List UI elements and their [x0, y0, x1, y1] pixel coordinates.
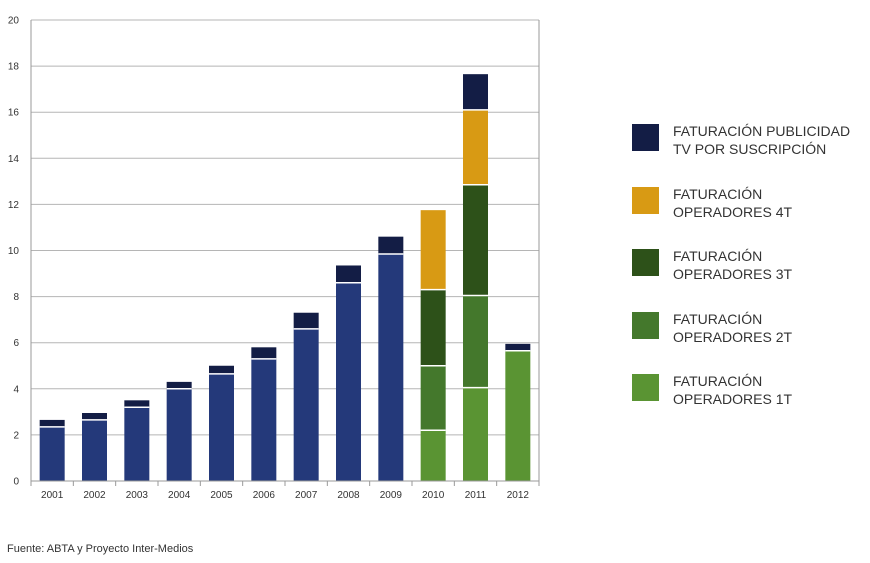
bar-segment-op4t [463, 109, 488, 185]
bar-segment-publicidad [293, 312, 319, 329]
bar-segment-op3t [420, 289, 446, 366]
bar-segment-op1t [463, 387, 488, 481]
bar-stack-2007 [293, 312, 319, 481]
legend-swatch-op2t [632, 311, 659, 339]
bar-segment-publicidad [463, 74, 488, 110]
bar-segment-base [82, 419, 107, 481]
x-tick-label: 2008 [337, 490, 360, 501]
bar-segment-publicidad [209, 365, 234, 374]
bar-stack-2009 [378, 236, 404, 481]
legend-label-op3t: FATURACIÓN OPERADORES 3T [673, 248, 793, 282]
bar-segment-base [378, 253, 404, 481]
legend-label-publicidad: FATURACIÓN PUBLICIDAD TV POR SUSCRIPCIÓN [673, 123, 851, 157]
y-tick-label: 10 [8, 246, 20, 257]
x-tick-label: 2006 [253, 490, 276, 501]
legend-item-op4t: FATURACIÓN OPERADORES 4T [632, 185, 862, 235]
bar-segment-publicidad [336, 265, 361, 283]
legend: FATURACIÓN PUBLICIDAD TV POR SUSCRIPCIÓN… [632, 122, 862, 435]
x-tick-label: 2004 [168, 490, 191, 501]
legend-item-op3t: FATURACIÓN OPERADORES 3T [632, 247, 862, 297]
y-tick-label: 18 [8, 62, 20, 73]
bar-segment-op4t [420, 210, 446, 290]
y-tick-label: 8 [13, 292, 19, 303]
bar-segment-publicidad [251, 347, 277, 359]
legend-label-op1t: FATURACIÓN OPERADORES 1T [673, 373, 793, 407]
bar-stack-2008 [336, 265, 361, 481]
bar-stack-2004 [166, 381, 192, 481]
y-tick-label: 6 [13, 338, 19, 349]
x-tick-label: 2002 [83, 490, 106, 501]
bar-segment-publicidad [82, 413, 107, 420]
bar-segment-publicidad [505, 343, 531, 351]
bar-segment-base [293, 328, 319, 481]
bar-stack-2006 [251, 347, 277, 481]
legend-swatch-op1t [632, 374, 659, 401]
bar-segment-publicidad [378, 236, 404, 254]
bar-stack-2011 [463, 74, 488, 481]
axes: 0 2 4 6 8 10 12 14 16 18 20 2001 2002 2003 2004 2005 200… [8, 16, 540, 501]
bars [39, 74, 531, 481]
x-tick-label: 2010 [422, 490, 445, 501]
source-note: Fuente: ABTA y Proyecto Inter-Medios [7, 543, 194, 555]
legend-swatch-op4t [632, 186, 659, 214]
x-tick-label: 2007 [295, 490, 318, 501]
legend-item-publicidad: FATURACIÓN PUBLICIDAD TV POR SUSCRIPCIÓN [632, 122, 862, 172]
y-tick-label: 12 [8, 200, 20, 211]
bar-stack-2003 [124, 400, 150, 481]
y-tick-label: 14 [8, 154, 20, 165]
y-tick-label: 4 [13, 384, 19, 395]
bar-stack-2005 [209, 365, 234, 481]
bar-segment-publicidad [39, 419, 65, 427]
x-tick-label: 2005 [210, 490, 233, 501]
y-tick-label: 0 [13, 477, 19, 488]
bar-stack-2002 [82, 413, 107, 481]
bar-segment-op1t [420, 430, 446, 481]
bar-segment-op2t [463, 295, 488, 388]
bar-segment-op3t [463, 184, 488, 296]
bar-segment-op1t [505, 350, 531, 481]
legend-label-op4t: FATURACIÓN OPERADORES 4T [673, 185, 793, 220]
legend-swatch-op3t [632, 249, 659, 276]
bar-stack-2001 [39, 419, 65, 481]
bar-segment-publicidad [166, 381, 192, 389]
grid [31, 19, 539, 482]
legend-item-op1t: FATURACIÓN OPERADORES 1T [632, 372, 862, 422]
bar-segment-base [251, 358, 277, 481]
bar-segment-base [336, 282, 361, 481]
x-tick-label: 2012 [507, 490, 530, 501]
x-tick-label: 2009 [380, 490, 403, 501]
x-tick-label: 2001 [41, 490, 64, 501]
bar-stack-2010 [420, 210, 446, 481]
x-tick-label: 2011 [465, 490, 487, 501]
legend-swatch-publicidad [632, 124, 659, 151]
legend-label-op2t: FATURACIÓN OPERADORES 2T [673, 310, 793, 345]
x-tick-label: 2003 [126, 490, 149, 501]
bar-segment-base [209, 373, 234, 481]
bar-segment-base [39, 426, 65, 481]
y-tick-label: 16 [8, 108, 20, 119]
bar-segment-op2t [420, 365, 446, 431]
bar-segment-publicidad [124, 400, 150, 408]
legend-item-op2t: FATURACIÓN OPERADORES 2T [632, 310, 862, 360]
y-tick-label: 20 [8, 16, 20, 27]
bar-segment-base [166, 388, 192, 481]
y-tick-label: 2 [13, 430, 19, 441]
bar-segment-base [124, 407, 150, 481]
bar-stack-2012 [505, 343, 531, 481]
